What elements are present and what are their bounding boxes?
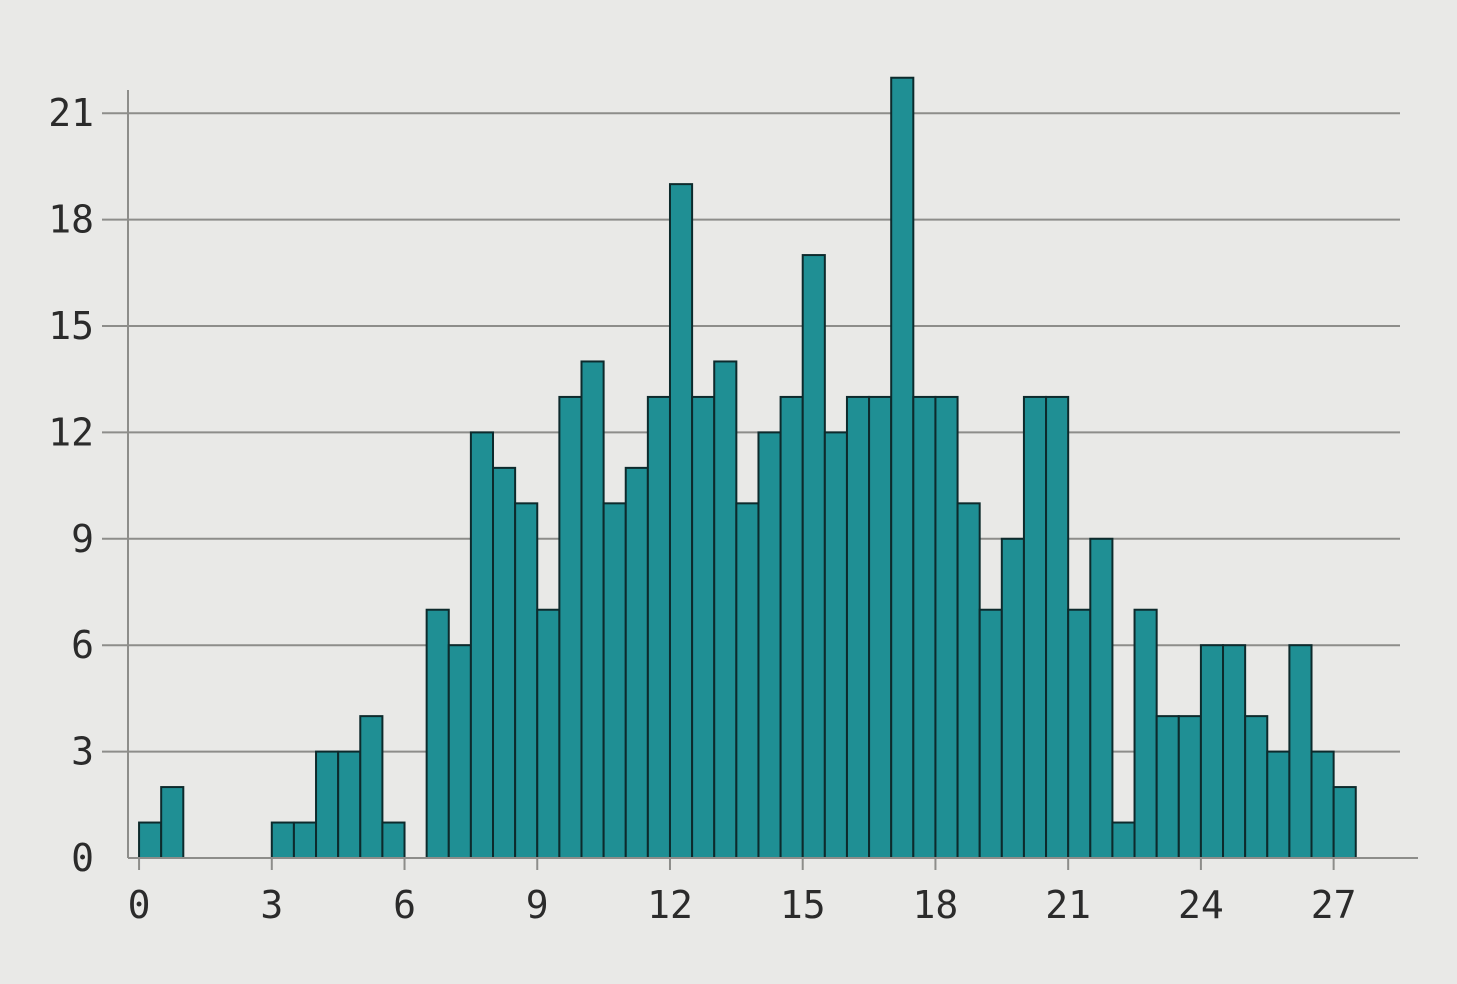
y-tick-label: 18 <box>48 198 94 242</box>
histogram-bar <box>845 395 871 859</box>
y-tick-label: 15 <box>48 304 94 348</box>
x-tick-label: 6 <box>393 883 416 927</box>
x-tick-label: 21 <box>1045 883 1091 927</box>
y-tick-label: 12 <box>48 410 94 454</box>
histogram-bar <box>138 821 163 859</box>
histogram-bar <box>934 395 959 859</box>
histogram-bar <box>713 360 738 859</box>
histogram-bar <box>536 608 561 859</box>
histogram-bar <box>890 76 915 859</box>
x-tick-labels: 0 3 6 9 12 15 18 21 24 27 <box>128 883 1357 927</box>
histogram-bar <box>978 608 1003 859</box>
histogram-bar <box>425 608 450 859</box>
histogram-bar <box>735 502 760 859</box>
histogram-bar <box>1244 715 1269 860</box>
histogram-bar <box>447 644 472 860</box>
histogram-bar <box>602 502 627 859</box>
histogram-bar <box>1332 786 1357 859</box>
histogram-bar <box>646 395 671 859</box>
histogram-bar <box>912 395 937 859</box>
histogram-bar <box>823 431 848 859</box>
axes <box>127 90 1418 870</box>
x-tick-label: 27 <box>1311 883 1357 927</box>
y-tick-label: 3 <box>71 730 94 774</box>
histogram-bar <box>757 431 782 859</box>
histogram-bar <box>1045 395 1070 859</box>
histogram-bar <box>292 821 318 859</box>
histogram-bar <box>868 395 893 859</box>
histogram-bar <box>1089 537 1114 859</box>
x-tick-label: 0 <box>128 883 151 927</box>
x-tick-label: 9 <box>526 883 549 927</box>
histogram-bar <box>580 360 605 859</box>
x-tick-label: 24 <box>1178 883 1224 927</box>
x-tick-label: 12 <box>647 883 693 927</box>
histogram-bar <box>1199 644 1225 860</box>
histogram-bar <box>779 395 804 859</box>
histogram-bar <box>801 254 826 860</box>
histogram-bar <box>1155 715 1180 860</box>
histogram-bar <box>956 502 981 859</box>
histogram-bar <box>558 395 583 859</box>
histogram-bar <box>1000 537 1025 859</box>
x-tick-label: 15 <box>780 883 826 927</box>
histogram-bar <box>270 821 295 859</box>
histogram-bar <box>469 431 495 859</box>
histogram-bar <box>1022 395 1048 859</box>
histogram-bar <box>1310 750 1335 859</box>
histogram-bar <box>381 821 406 859</box>
y-tick-label: 6 <box>71 623 94 667</box>
histogram-bar <box>337 750 362 859</box>
histogram-bar <box>1067 608 1092 859</box>
x-tick-label: 3 <box>260 883 283 927</box>
histogram-bar <box>624 466 649 859</box>
histogram-bar <box>514 502 539 859</box>
histogram-bar <box>315 750 340 859</box>
histogram-bar <box>359 715 384 860</box>
histogram-bar <box>1177 715 1202 860</box>
y-tick-label: 21 <box>48 91 94 135</box>
histogram-bar <box>668 183 694 859</box>
bars <box>138 76 1357 860</box>
histogram-bar <box>1288 644 1313 860</box>
histogram-bar <box>691 395 716 859</box>
y-tick-labels: 0 3 6 9 12 15 18 21 <box>48 91 94 880</box>
histogram-bar <box>1222 644 1247 860</box>
histogram-bar <box>160 786 185 859</box>
y-tick-label: 9 <box>71 517 94 561</box>
y-tick-label: 0 <box>71 836 94 880</box>
histogram-bar <box>1133 608 1158 859</box>
histogram-bar <box>1111 821 1136 859</box>
histogram-bar <box>1266 750 1291 859</box>
histogram-bar <box>492 466 517 859</box>
x-tick-label: 18 <box>913 883 959 927</box>
